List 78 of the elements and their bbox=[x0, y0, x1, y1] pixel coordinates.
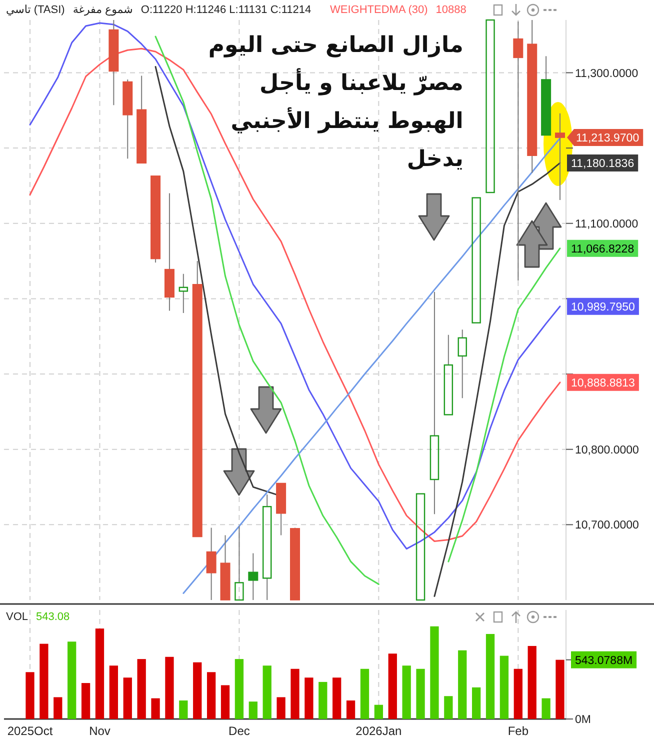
bar bbox=[304, 678, 314, 719]
chart-title: تاسي (TASI) bbox=[6, 4, 65, 16]
bar bbox=[402, 666, 411, 719]
chart-title: VOL bbox=[6, 611, 28, 623]
bar bbox=[514, 668, 522, 719]
bar bbox=[68, 642, 76, 719]
bar bbox=[109, 666, 118, 719]
x-tick-label: Nov bbox=[89, 724, 110, 738]
bar bbox=[262, 666, 272, 719]
bar bbox=[40, 644, 48, 719]
data-label: 11,066.8228 bbox=[571, 243, 634, 256]
x-tick-label: 2025Oct bbox=[7, 724, 54, 738]
bar bbox=[430, 626, 439, 719]
bar bbox=[248, 702, 258, 719]
bar bbox=[290, 668, 300, 719]
bar bbox=[486, 634, 495, 719]
bar bbox=[123, 678, 132, 719]
bar bbox=[137, 659, 146, 719]
candlestick bbox=[234, 526, 244, 601]
bar bbox=[332, 678, 342, 719]
annotation: مازال الصانع حتى اليوم مصرّ يلاعبنا و يأجل الهبوط ينتظر الأجنبي يدخل bbox=[208, 33, 464, 172]
candlestick bbox=[554, 112, 565, 201]
bar bbox=[193, 662, 202, 719]
candlestick bbox=[220, 534, 230, 600]
y-tick-label: 11,300.0000 bbox=[575, 68, 638, 80]
bar bbox=[81, 683, 90, 719]
x-tick-label: 2026Jan bbox=[356, 724, 402, 738]
bar bbox=[444, 696, 453, 719]
bar bbox=[542, 698, 550, 719]
bar bbox=[374, 704, 384, 719]
bar bbox=[318, 682, 328, 719]
text: WEIGHTEDMA (30) bbox=[330, 4, 428, 16]
text: O:11220 H:11246 L:11131 C:11214 bbox=[140, 4, 312, 16]
bar bbox=[528, 646, 536, 719]
x-tick-label: Dec bbox=[228, 724, 250, 738]
annotation: 543.08 bbox=[36, 611, 70, 623]
bar bbox=[206, 672, 216, 719]
data-label: 11,180.1836 bbox=[571, 158, 634, 170]
y-tick-label: 11,100.0000 bbox=[575, 218, 638, 230]
bar bbox=[472, 687, 481, 719]
bar bbox=[179, 700, 188, 719]
candlestick bbox=[150, 176, 161, 264]
bar bbox=[95, 628, 104, 719]
candlestick bbox=[248, 552, 258, 600]
candlestick bbox=[276, 482, 286, 536]
candlestick bbox=[108, 20, 119, 106]
y-tick-label: 10,800.0000 bbox=[575, 444, 639, 456]
bar bbox=[458, 650, 467, 719]
bar bbox=[165, 656, 174, 719]
bar bbox=[234, 659, 244, 719]
candlestick bbox=[541, 56, 552, 136]
y-tick-label: 10,700.0000 bbox=[575, 520, 639, 532]
y-tick-label: 0M bbox=[575, 714, 591, 726]
bar bbox=[151, 698, 160, 719]
data-label: 10,888.8813 bbox=[571, 377, 635, 390]
bar bbox=[360, 668, 370, 719]
candlestick bbox=[122, 79, 133, 160]
bar bbox=[416, 668, 425, 719]
text: 10888 bbox=[436, 4, 466, 16]
text: 11,213.9700 bbox=[576, 132, 640, 145]
candlestick bbox=[136, 75, 147, 164]
bar bbox=[346, 700, 356, 719]
data-label: 10,989.7950 bbox=[571, 301, 635, 314]
candlestick bbox=[192, 260, 202, 538]
candlestick bbox=[164, 192, 174, 312]
candlestick bbox=[444, 334, 454, 416]
bar bbox=[54, 697, 62, 719]
bar bbox=[500, 656, 509, 719]
bar bbox=[556, 660, 564, 719]
candlestick bbox=[527, 20, 538, 174]
bar bbox=[388, 654, 397, 719]
bar bbox=[276, 697, 286, 719]
x-tick-label: Feb bbox=[508, 724, 529, 738]
bar bbox=[26, 672, 34, 719]
y-tick-label: 543.0788M bbox=[575, 654, 633, 667]
candlestick bbox=[206, 527, 216, 600]
bar bbox=[220, 685, 230, 719]
chart-subtitle: شموع مفرغة bbox=[72, 4, 133, 16]
